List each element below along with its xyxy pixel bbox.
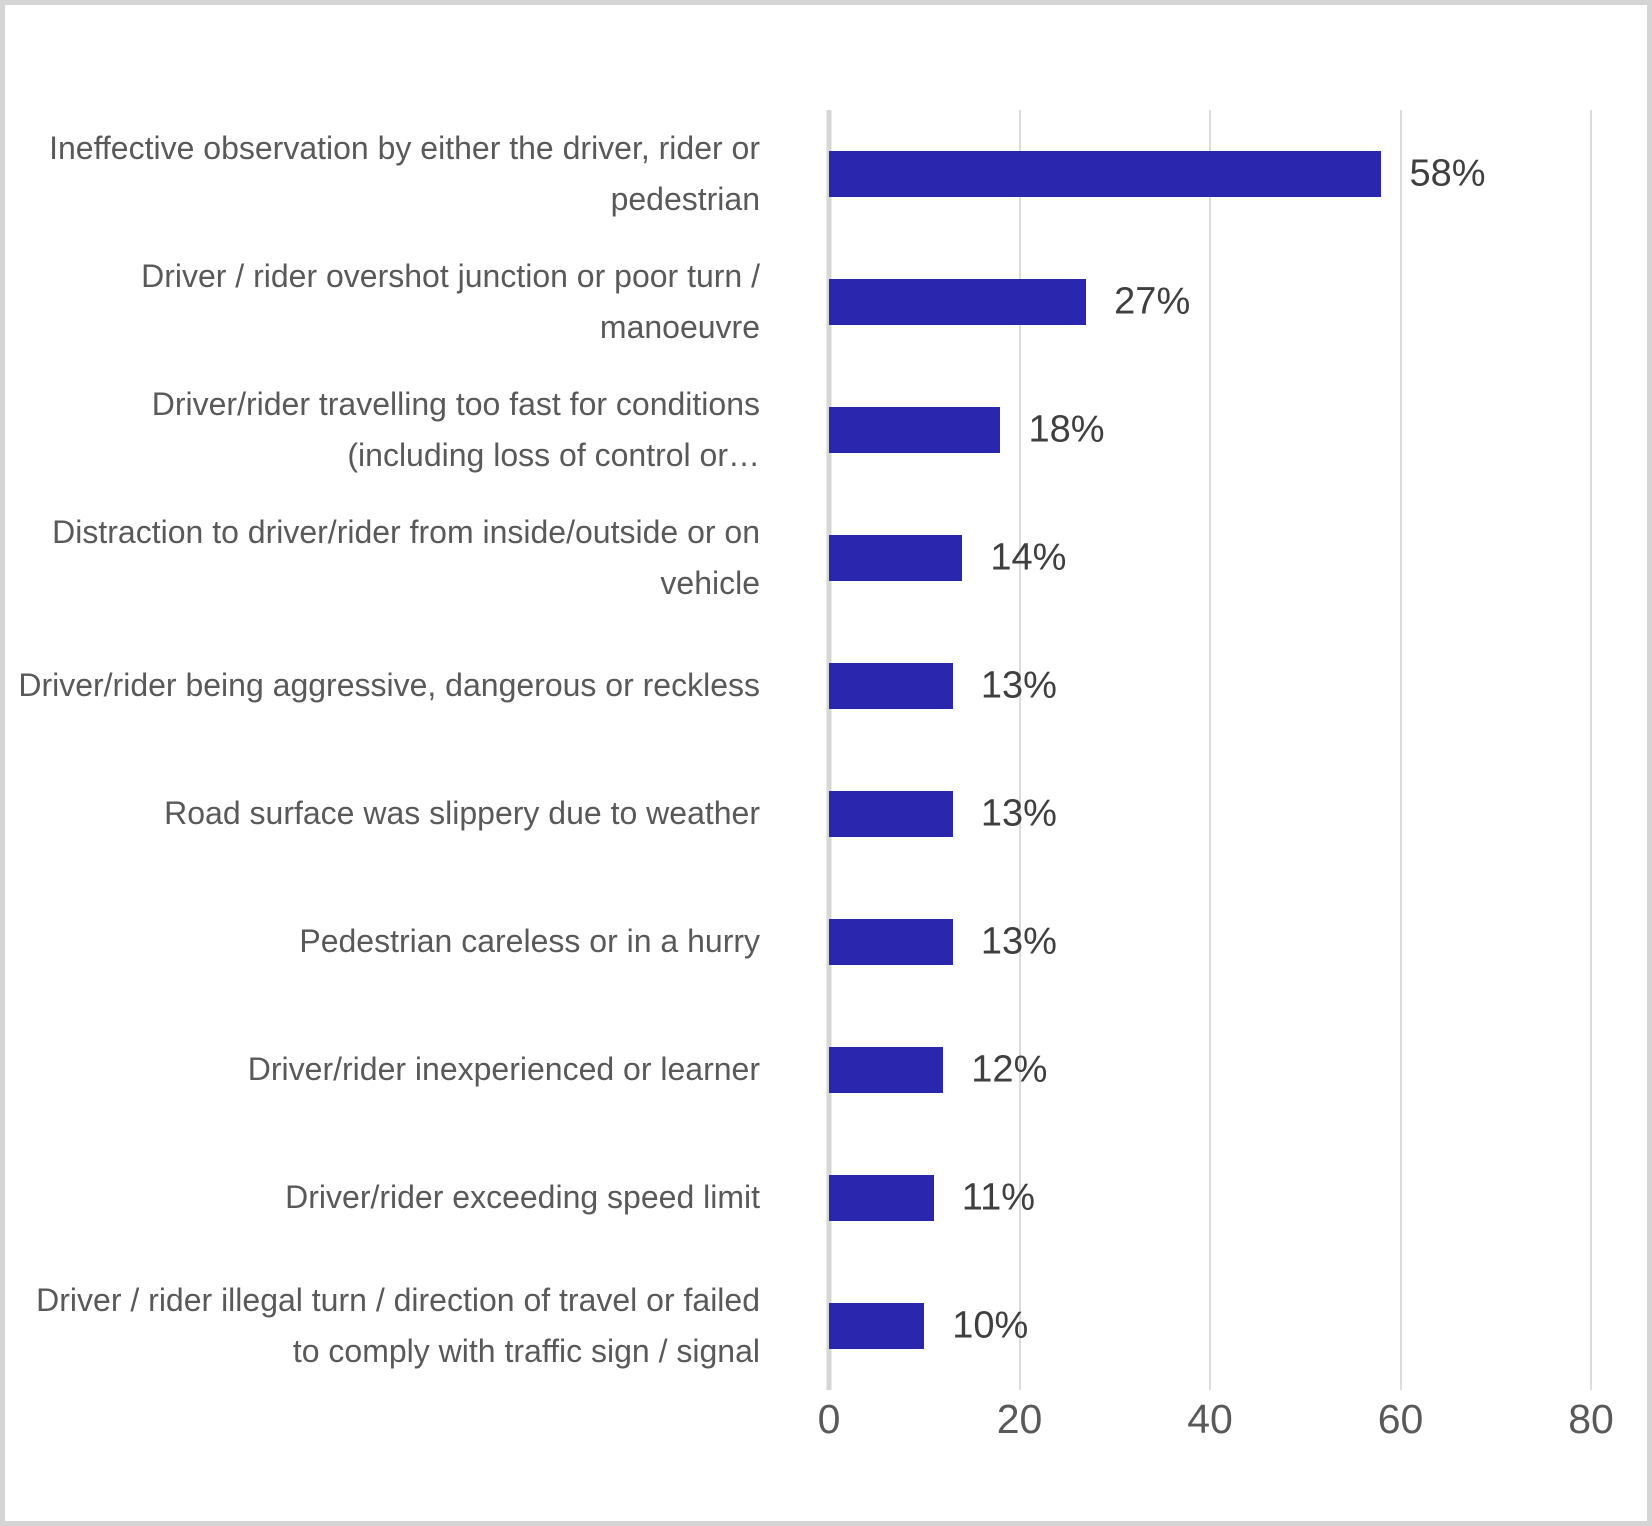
x-tick-label-20: 20 [996, 1396, 1043, 1442]
category-label: Driver/rider exceeding speed limit [285, 1179, 760, 1216]
bar-row: Driver/rider inexperienced or learner 12% [10, 1006, 1647, 1134]
category-label: Driver/rider inexperienced or learner [247, 1051, 760, 1088]
category-label: Driver / rider overshot junction or poor… [141, 257, 760, 345]
x-gridline-0 [826, 110, 832, 1390]
bar [829, 663, 953, 709]
bar [829, 919, 953, 965]
bar-row: Driver / rider overshot junction or poor… [10, 238, 1647, 366]
value-label: 10% [952, 1304, 1029, 1347]
value-label: 13% [980, 664, 1057, 707]
value-label: 11% [961, 1176, 1036, 1219]
category-label: Driver / rider illegal turn / direction … [36, 1281, 760, 1369]
bar-row: Distraction to driver/rider from inside/… [10, 494, 1647, 622]
bar-track: 13% [829, 750, 1591, 878]
value-label: 27% [1114, 280, 1191, 323]
x-gridline-60 [1399, 110, 1402, 1390]
category-label: Driver/rider travelling too fast for con… [151, 385, 760, 473]
category-label: Ineffective observation by either the dr… [49, 129, 760, 217]
value-label: 58% [1409, 152, 1486, 195]
bar-row: Road surface was slippery due to weather… [10, 750, 1647, 878]
x-tick-label-80: 80 [1568, 1396, 1614, 1442]
bar-row: Driver/rider exceeding speed limit 11% [10, 1134, 1647, 1262]
value-label: 18% [1028, 408, 1105, 451]
value-label: 14% [990, 536, 1067, 579]
bar-row: Driver/rider travelling too fast for con… [10, 366, 1647, 494]
bar [829, 791, 953, 837]
bar-row: Ineffective observation by either the dr… [10, 110, 1647, 238]
value-label: 13% [980, 920, 1057, 963]
bar [829, 151, 1382, 197]
x-tick-label-0: 0 [817, 1396, 841, 1442]
category-label: Distraction to driver/rider from inside/… [52, 513, 760, 601]
bar [829, 279, 1087, 325]
bar-track: 11% [829, 1134, 1591, 1262]
bar [829, 1175, 934, 1221]
category-label: Road surface was slippery due to weather [164, 795, 760, 832]
bar-rows: Ineffective observation by either the dr… [10, 110, 1647, 1390]
bar-track: 10% [829, 1262, 1591, 1390]
bar-track: 27% [829, 238, 1591, 366]
value-label: 13% [980, 792, 1057, 835]
bar [829, 1303, 925, 1349]
plot-area: 0 20 40 60 80 [818, 110, 1614, 1442]
x-gridline-40 [1209, 110, 1211, 1390]
category-label: Driver/rider being aggressive, dangerous… [18, 667, 760, 704]
bar-track: 14% [829, 494, 1591, 622]
x-gridline-20 [1018, 110, 1021, 1390]
bar-row: Driver/rider being aggressive, dangerous… [10, 622, 1647, 750]
bar-track: 58% [829, 110, 1591, 238]
bar-row: Pedestrian careless or in a hurry 13% [10, 878, 1647, 1006]
bar [829, 407, 1001, 453]
category-label: Pedestrian careless or in a hurry [299, 923, 760, 960]
bar [829, 1047, 944, 1093]
x-gridline-80 [1590, 110, 1592, 1390]
bar-track: 12% [829, 1006, 1591, 1134]
bar-row: Driver / rider illegal turn / direction … [10, 1262, 1647, 1390]
x-tick-label-60: 60 [1377, 1396, 1424, 1442]
bar [829, 535, 963, 581]
bar-track: 13% [829, 878, 1591, 1006]
value-label: 12% [971, 1048, 1048, 1091]
bar-track: 13% [829, 622, 1591, 750]
x-tick-label-40: 40 [1187, 1396, 1233, 1442]
bar-track: 18% [829, 366, 1591, 494]
